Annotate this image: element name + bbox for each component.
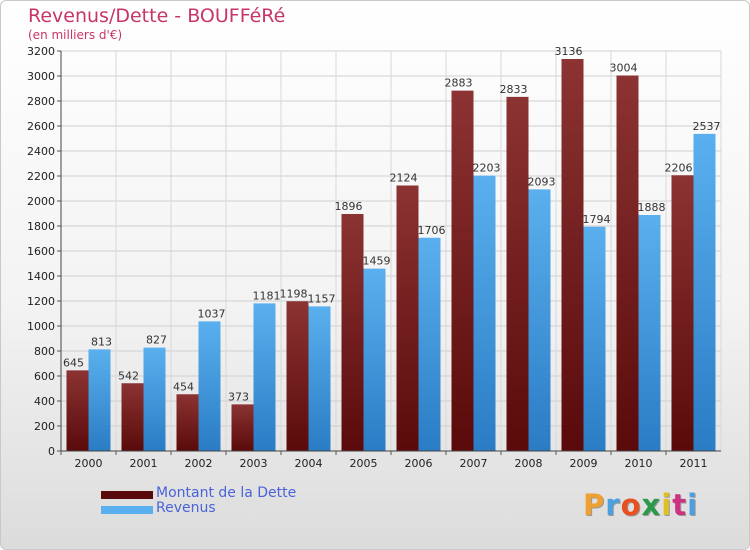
bar-dette bbox=[671, 175, 694, 451]
bar-revenus bbox=[363, 268, 386, 451]
x-tick-label: 2010 bbox=[625, 457, 653, 470]
y-tick-label: 800 bbox=[34, 345, 55, 358]
bar-dette bbox=[66, 370, 89, 451]
y-tick-label: 2800 bbox=[27, 95, 55, 108]
chart-title: Revenus/Dette - BOUFFéRé bbox=[28, 5, 286, 27]
bar-revenus bbox=[418, 237, 441, 451]
data-label-dette: 373 bbox=[228, 390, 249, 403]
bar-dette bbox=[121, 383, 144, 451]
bar-dette bbox=[451, 90, 474, 451]
bar-revenus bbox=[583, 226, 606, 451]
data-label-dette: 645 bbox=[63, 356, 84, 369]
data-label-revenus: 1888 bbox=[638, 201, 666, 214]
x-tick-label: 2009 bbox=[570, 457, 598, 470]
data-label-revenus: 2203 bbox=[473, 162, 501, 175]
data-label-dette: 2833 bbox=[500, 83, 528, 96]
x-tick-label: 2008 bbox=[515, 457, 543, 470]
data-label-revenus: 827 bbox=[146, 334, 167, 347]
bar-revenus bbox=[253, 303, 276, 451]
y-tick-label: 2600 bbox=[27, 120, 55, 133]
y-tick-label: 2400 bbox=[27, 145, 55, 158]
y-tick-label: 3200 bbox=[27, 45, 55, 58]
y-tick-label: 0 bbox=[48, 445, 55, 458]
y-tick-label: 1400 bbox=[27, 270, 55, 283]
data-label-revenus: 1459 bbox=[363, 255, 391, 268]
bar-revenus bbox=[528, 189, 551, 451]
data-label-dette: 2206 bbox=[665, 161, 693, 174]
x-tick-label: 2007 bbox=[460, 457, 488, 470]
bar-dette bbox=[506, 96, 529, 451]
bar-revenus bbox=[308, 306, 331, 451]
bar-revenus bbox=[638, 215, 661, 451]
bar-revenus bbox=[143, 347, 166, 451]
y-tick-label: 1600 bbox=[27, 245, 55, 258]
data-label-dette: 542 bbox=[118, 369, 139, 382]
bar-dette bbox=[176, 394, 199, 451]
data-label-revenus: 1157 bbox=[308, 292, 336, 305]
data-label-revenus: 813 bbox=[91, 335, 112, 348]
x-tick-label: 2002 bbox=[185, 457, 213, 470]
legend-label-revenus: Revenus bbox=[156, 500, 216, 516]
data-label-revenus: 2093 bbox=[528, 175, 556, 188]
data-label-revenus: 2537 bbox=[693, 120, 721, 133]
data-label-revenus: 1037 bbox=[198, 307, 226, 320]
data-label-dette: 2883 bbox=[445, 77, 473, 90]
legend-swatch-revenus bbox=[101, 506, 153, 514]
bar-dette bbox=[396, 185, 419, 451]
x-tick-label: 2001 bbox=[130, 457, 158, 470]
x-tick-label: 2011 bbox=[680, 457, 708, 470]
y-tick-label: 2200 bbox=[27, 170, 55, 183]
bar-dette bbox=[341, 214, 364, 451]
chart-subtitle: (en milliers d'€) bbox=[28, 28, 123, 42]
bar-revenus bbox=[473, 175, 496, 451]
bar-revenus bbox=[693, 133, 716, 451]
x-tick-label: 2004 bbox=[295, 457, 323, 470]
data-label-dette: 454 bbox=[173, 380, 194, 393]
y-tick-label: 1800 bbox=[27, 220, 55, 233]
bar-revenus bbox=[88, 349, 111, 451]
x-tick-label: 2006 bbox=[405, 457, 433, 470]
y-tick-label: 2000 bbox=[27, 195, 55, 208]
data-label-dette: 1198 bbox=[280, 287, 308, 300]
data-label-revenus: 1794 bbox=[583, 213, 611, 226]
y-tick-label: 200 bbox=[34, 420, 55, 433]
data-label-dette: 3136 bbox=[555, 45, 583, 58]
y-tick-label: 1000 bbox=[27, 320, 55, 333]
proxiti-logo: Proxiti bbox=[583, 488, 699, 522]
y-tick-label: 1200 bbox=[27, 295, 55, 308]
bar-revenus bbox=[198, 321, 221, 451]
legend-label-dette: Montant de la Dette bbox=[156, 485, 297, 501]
bar-dette bbox=[286, 301, 309, 451]
y-tick-label: 3000 bbox=[27, 70, 55, 83]
x-tick-label: 2003 bbox=[240, 457, 268, 470]
data-label-dette: 3004 bbox=[610, 62, 638, 75]
data-label-dette: 1896 bbox=[335, 200, 363, 213]
bar-dette bbox=[561, 59, 584, 451]
data-label-revenus: 1181 bbox=[253, 289, 281, 302]
bar-dette bbox=[231, 404, 254, 451]
data-label-revenus: 1706 bbox=[418, 224, 446, 237]
y-tick-label: 400 bbox=[34, 395, 55, 408]
y-tick-label: 600 bbox=[34, 370, 55, 383]
x-tick-label: 2000 bbox=[75, 457, 103, 470]
bar-dette bbox=[616, 75, 639, 451]
data-label-dette: 2124 bbox=[390, 172, 418, 185]
x-tick-label: 2005 bbox=[350, 457, 378, 470]
legend-swatch-dette bbox=[101, 491, 153, 499]
